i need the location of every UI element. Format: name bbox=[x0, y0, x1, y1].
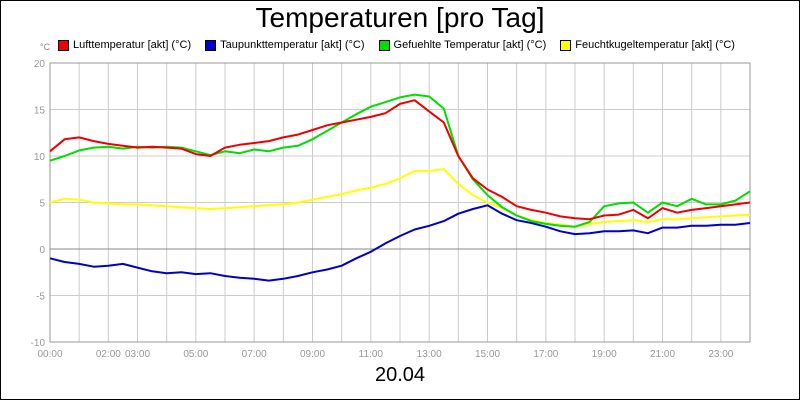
x-tick-label: 07:00 bbox=[242, 349, 267, 360]
series-line-0 bbox=[49, 99, 751, 221]
y-tick-label: -5 bbox=[36, 292, 45, 303]
y-unit-label: °C bbox=[40, 42, 51, 52]
legend-label: Taupunkttemperatur [akt] (°C) bbox=[220, 39, 365, 51]
x-tick-label: 19:00 bbox=[592, 349, 617, 360]
legend-swatch-red bbox=[58, 39, 69, 51]
x-tick-label: 03:00 bbox=[125, 349, 150, 360]
series-line-1 bbox=[49, 204, 751, 282]
y-tick-label: 0 bbox=[39, 245, 45, 256]
x-tick-label: 23:00 bbox=[708, 349, 733, 360]
legend-swatch-blue bbox=[205, 39, 217, 51]
x-tick-label: 00:00 bbox=[37, 349, 62, 360]
legend-label: Lufttemperatur [akt] (°C) bbox=[73, 39, 192, 51]
x-tick-label: 09:00 bbox=[300, 349, 325, 360]
y-tick-label: 5 bbox=[39, 199, 45, 210]
series-lines bbox=[49, 93, 751, 282]
x-tick-label: 13:00 bbox=[417, 349, 442, 360]
legend: Lufttemperatur [akt] (°C) Taupunkttemper… bbox=[58, 38, 735, 52]
date-label: 20.04 bbox=[374, 364, 426, 386]
y-tick-label: 10 bbox=[34, 152, 46, 163]
x-tick-label: 05:00 bbox=[183, 349, 208, 360]
x-tick-label: 21:00 bbox=[650, 349, 675, 360]
y-tick-label: 15 bbox=[34, 106, 46, 117]
chart-title: Temperaturen [pro Tag] bbox=[255, 2, 545, 33]
legend-swatch-yellow bbox=[560, 39, 572, 51]
legend-swatch-green bbox=[378, 39, 390, 51]
x-tick-label: 17:00 bbox=[533, 349, 558, 360]
legend-label: Gefuehlte Temperatur [akt] (°C) bbox=[393, 39, 547, 51]
y-tick-label: -10 bbox=[31, 338, 46, 349]
series-line-3 bbox=[49, 168, 751, 228]
legend-item-gefuehlte-temperatur: Gefuehlte Temperatur [akt] (°C) bbox=[378, 38, 547, 52]
legend-item-lufttemperatur: Lufttemperatur [akt] (°C) bbox=[58, 38, 191, 52]
y-tick-label: 20 bbox=[34, 59, 46, 70]
legend-item-feuchtkugeltemperatur: Feuchtkugeltemperatur [akt] (°C) bbox=[560, 38, 735, 52]
x-tick-label: 15:00 bbox=[475, 349, 500, 360]
legend-item-taupunkttemperatur: Taupunkttemperatur [akt] (°C) bbox=[205, 38, 365, 52]
legend-label: Feuchtkugeltemperatur [akt] (°C) bbox=[575, 39, 735, 51]
x-tick-label: 11:00 bbox=[359, 349, 384, 360]
x-tick-label: 02:00 bbox=[96, 349, 121, 360]
